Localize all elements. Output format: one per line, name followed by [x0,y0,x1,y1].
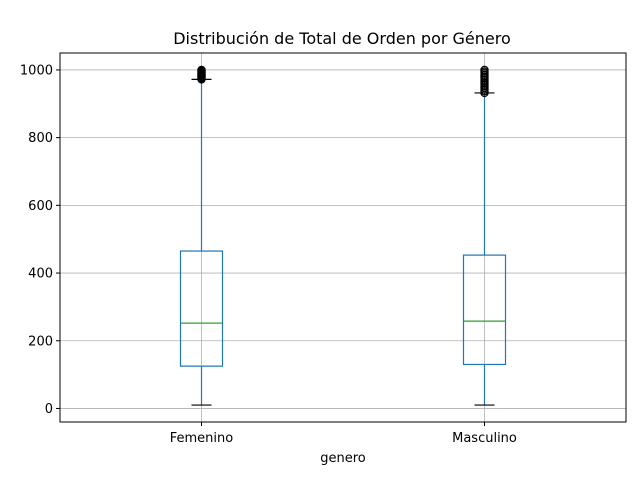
x-axis-label: genero [320,451,366,466]
box-masculino [462,65,507,406]
grid-lines [60,53,626,422]
plot-area-frame [59,52,627,423]
y-tick-label: 800 [28,131,53,146]
y-tick-label: 600 [28,199,53,214]
outlier-point [197,65,206,75]
x-axis: Femenino Masculino [170,422,517,446]
x-tick-label: Femenino [170,431,234,446]
y-tick-label: 400 [28,267,53,282]
x-tick-label: Masculino [452,431,517,446]
outlier-points [480,65,489,98]
boxes [179,65,507,406]
y-tick-label: 0 [45,402,53,417]
y-axis: 0 200 400 600 800 1000 [20,63,60,417]
y-tick-label: 200 [28,334,53,349]
box-femenino [179,65,224,406]
y-tick-label: 1000 [20,63,53,78]
outlier-points [197,65,206,84]
chart-title: Distribución de Total de Orden por Géner… [173,29,511,48]
iqr-box [179,250,224,367]
iqr-box [462,254,507,366]
outlier-point [480,65,489,75]
